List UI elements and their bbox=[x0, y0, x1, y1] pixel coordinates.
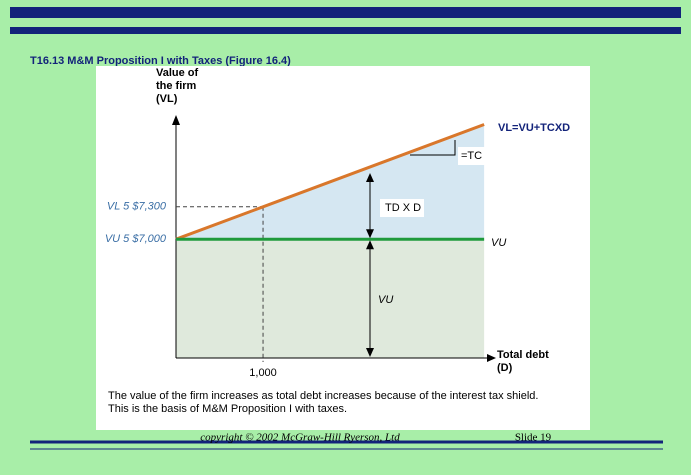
slope-triangle bbox=[410, 140, 456, 156]
arrowhead bbox=[366, 240, 374, 250]
series-line bbox=[175, 123, 485, 241]
copyright: copyright © 2002 McGraw-Hill Ryerson, Lt… bbox=[200, 432, 400, 444]
annotation: =TC bbox=[461, 150, 482, 162]
annotation: TD X D bbox=[385, 202, 421, 214]
arrowhead bbox=[366, 229, 374, 239]
y-tick-label: VU 5 $7,000 bbox=[105, 233, 167, 245]
slide-title: T16.13 M&M Proposition I with Taxes (Fig… bbox=[30, 55, 291, 67]
line-label: VU bbox=[491, 237, 506, 249]
arrowhead bbox=[366, 173, 374, 182]
shield-box bbox=[380, 199, 424, 217]
area-unlevered bbox=[176, 239, 485, 358]
x-axis-label: Total debt bbox=[497, 349, 549, 361]
area-label: VU bbox=[378, 294, 393, 306]
y-tick-label: VL 5 $7,300 bbox=[107, 201, 167, 213]
x-tick-label: 1,000 bbox=[249, 367, 277, 379]
caption: The value of the firm increases as total… bbox=[108, 390, 538, 402]
y-axis-label: the firm bbox=[156, 80, 197, 92]
y-arrow bbox=[172, 115, 180, 125]
top-bar bbox=[10, 7, 681, 18]
slope-box bbox=[458, 147, 486, 165]
x-axis-label: (D) bbox=[497, 362, 513, 374]
y-axis-label: (VL) bbox=[156, 93, 178, 105]
caption: This is the basis of M&M Proposition I w… bbox=[108, 403, 347, 415]
y-axis-label: Value of bbox=[156, 67, 199, 79]
arrowhead bbox=[366, 348, 374, 357]
slide-number: Slide 19 bbox=[515, 432, 552, 444]
top-bar-thin bbox=[10, 27, 681, 34]
annotation: VL=VU+TCXD bbox=[498, 122, 570, 134]
x-arrow bbox=[487, 354, 496, 362]
